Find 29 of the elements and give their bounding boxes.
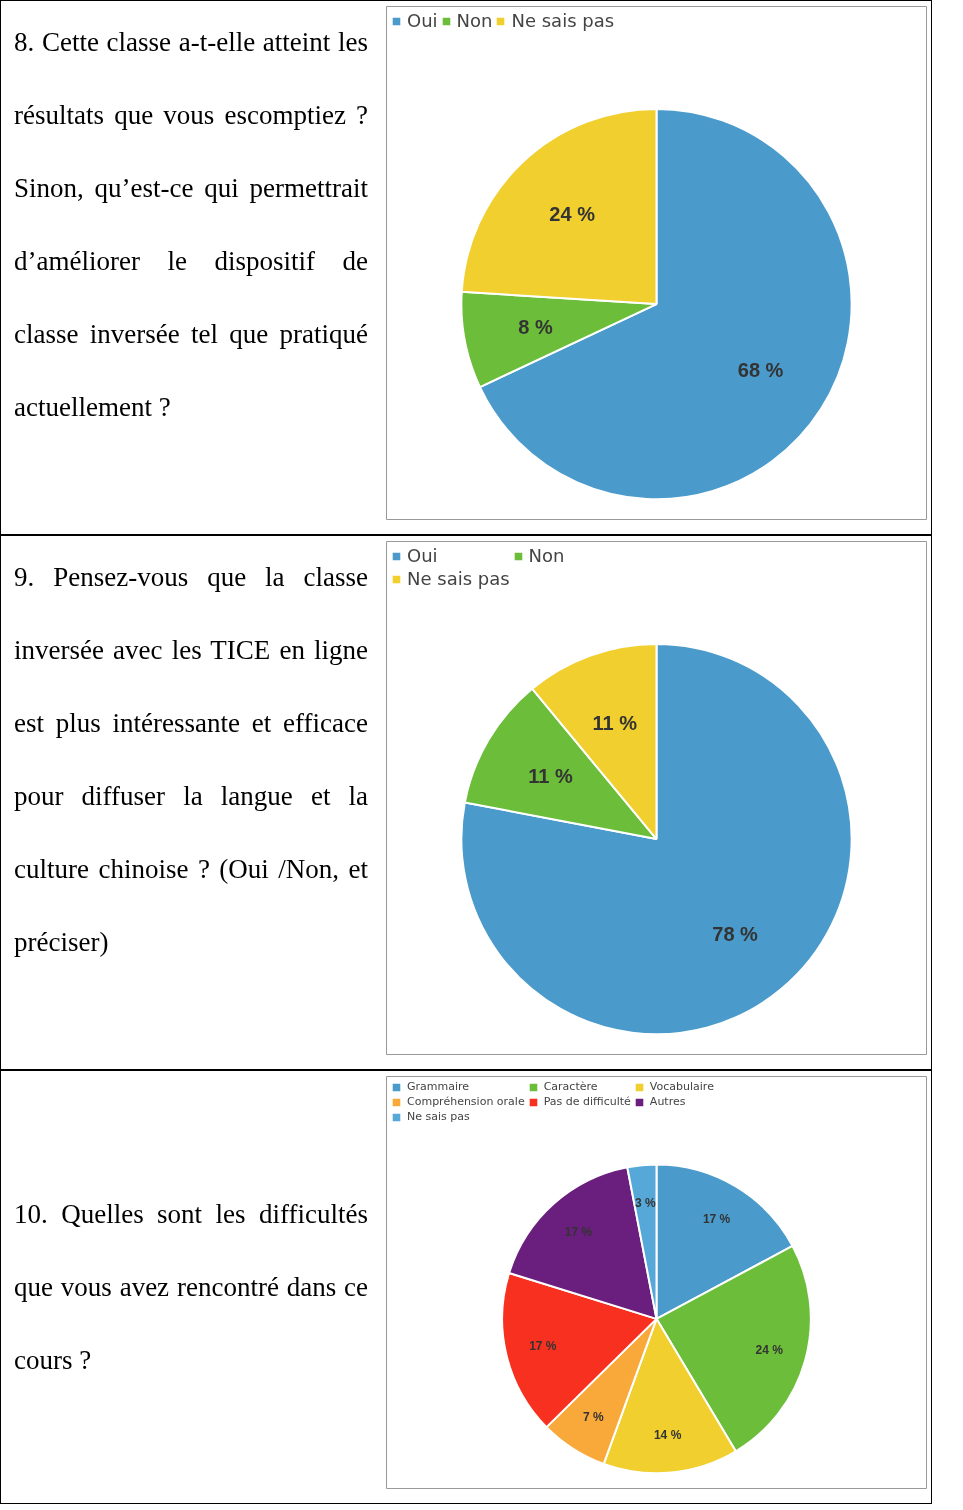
- legend-label: Vocabulaire: [649, 1080, 714, 1093]
- data-label: 24 %: [755, 1342, 784, 1357]
- chart-title: 10. Quelles sont les difficultés que vous avez rencontré dans ce cours ?: [14, 1198, 368, 1375]
- data-label: 78 %: [712, 922, 759, 945]
- data-label: 8 %: [518, 316, 553, 339]
- data-label: 24 %: [549, 203, 596, 226]
- data-label: 3 %: [635, 1196, 657, 1211]
- legend-label: Autres: [649, 1095, 686, 1108]
- data-label: 11 %: [528, 765, 573, 788]
- data-label: 17 %: [564, 1225, 593, 1240]
- data-label: 17 %: [702, 1212, 731, 1227]
- legend-label: Oui: [407, 545, 438, 566]
- data-label: 11 %: [592, 712, 638, 735]
- data-label: 68 %: [737, 359, 784, 382]
- legend-label: Ne sais pas: [407, 1110, 470, 1123]
- legend-label: Non: [528, 545, 565, 566]
- chart-title: 9. Pensez-vous que la classe inversée avec les TICE en ligne est plus intéressante et efficace pour diffuser la langue et la culture chinoise ? (Oui /Non, et préciser): [14, 562, 368, 957]
- data-label: 14 %: [653, 1427, 682, 1442]
- chart-title: 8. Cette classe a-t-elle atteint les résultats que vous escomptiez ? Sinon, qu’est-ce qui permettrait d’améliorer le dispositif de classe inversée tel que pratiqué actuellement ?: [14, 27, 368, 422]
- legend-label: Grammaire: [407, 1080, 470, 1093]
- legend-label: Oui: [407, 10, 438, 31]
- legend-label: Caractère: [543, 1080, 598, 1093]
- legend-label: Compréhension orale: [407, 1095, 525, 1108]
- legend-label: Ne sais pas: [407, 568, 510, 589]
- data-label: 17 %: [529, 1339, 557, 1354]
- data-label: 7 %: [582, 1409, 604, 1424]
- legend-label: Ne sais pas: [511, 10, 615, 31]
- legend-label: Pas de difficulté: [543, 1095, 631, 1108]
- legend-label: Non: [456, 10, 493, 31]
